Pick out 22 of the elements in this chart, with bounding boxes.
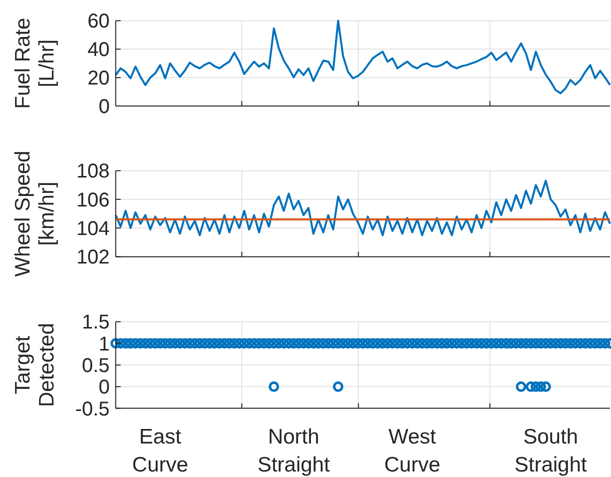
y-tick-label: 40 (87, 39, 110, 62)
x-tick-label: North Straight (257, 425, 330, 476)
y-tick-label: 1 (98, 333, 110, 356)
y-axis-title: Wheel Speed [km/hr] (12, 150, 59, 277)
x-tick-label: West Curve (384, 425, 440, 476)
y-tick-label: 20 (87, 68, 110, 90)
y-tick-label: 1.5 (82, 312, 110, 334)
y-tick-label: 102 (76, 246, 110, 269)
line-series (114, 20, 611, 94)
y-tick-label: 0 (98, 376, 110, 399)
y-tick-label: 60 (87, 10, 110, 33)
line-series (114, 180, 611, 236)
y-tick-label: 106 (76, 189, 110, 212)
x-tick-label: South Straight (514, 425, 588, 476)
y-tick-label: 104 (76, 218, 110, 240)
y-axis-title: Target Detected (12, 322, 59, 408)
y-tick-label: -0.5 (75, 398, 110, 420)
y-tick-label: 0 (98, 96, 110, 118)
y-tick-label: 0.5 (82, 355, 110, 377)
y-axis-title: Fuel Rate [L/hr] (12, 18, 59, 109)
y-tick-label: 108 (76, 160, 110, 183)
x-tick-label: East Curve (132, 425, 188, 476)
